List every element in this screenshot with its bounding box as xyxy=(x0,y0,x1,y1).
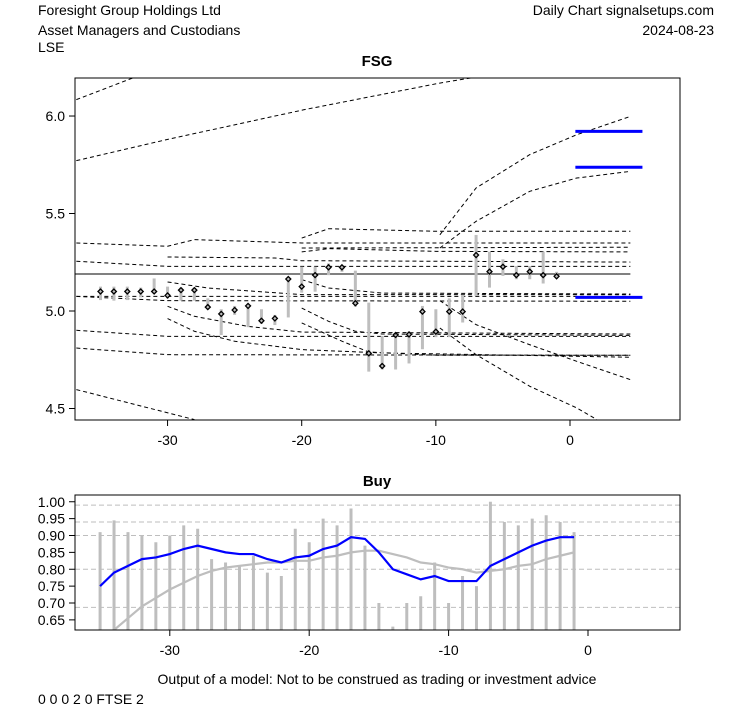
close-marker xyxy=(338,263,346,271)
close-marker xyxy=(499,263,507,271)
price-plot-area xyxy=(75,78,643,420)
price-y-tick-label: 5.0 xyxy=(46,303,66,319)
close-marker xyxy=(137,288,145,295)
buy-y-tick-label: 0.90 xyxy=(38,528,65,544)
close-marker xyxy=(97,288,104,295)
projection-dashed-line xyxy=(439,170,631,249)
close-marker xyxy=(217,310,225,318)
projection-dashed-line xyxy=(301,228,631,239)
close-marker xyxy=(298,283,306,291)
buy-x-tick-label: -20 xyxy=(299,642,319,658)
close-marker xyxy=(472,251,480,259)
buy-y-tick-label: 1.00 xyxy=(38,494,65,510)
index-codes: 0 0 0 2 0 FTSE 2 xyxy=(38,691,144,707)
projection-dashed-line xyxy=(167,281,631,296)
projection-dashed-line xyxy=(76,78,471,162)
buy-y-tick-label: 0.95 xyxy=(38,511,65,527)
close-marker xyxy=(392,331,400,339)
price-plot-frame xyxy=(74,77,681,421)
close-marker xyxy=(258,317,265,325)
close-marker xyxy=(244,302,252,310)
close-marker xyxy=(204,303,212,311)
projection-dashed-line xyxy=(76,329,631,337)
close-marker xyxy=(526,268,534,276)
buy-x-tick-label: -30 xyxy=(160,642,180,658)
projection-dashed-line xyxy=(167,318,631,358)
projection-dashed-line xyxy=(301,279,631,295)
close-marker xyxy=(445,308,453,316)
projection-dashed-line xyxy=(301,246,631,249)
projection-dashed-line xyxy=(76,295,631,302)
close-marker xyxy=(553,272,561,280)
price-y-tick-label: 5.5 xyxy=(46,206,66,222)
projection-dashed-line xyxy=(439,327,598,420)
price-y-tick-label: 4.5 xyxy=(46,400,66,416)
price-y-tick-label: 6.0 xyxy=(46,108,66,124)
close-marker xyxy=(150,288,158,295)
disclaimer: Output of a model: Not to be construed a… xyxy=(158,671,597,687)
buy-y-tick-label: 0.70 xyxy=(38,595,65,611)
projection-dashed-line xyxy=(301,307,631,336)
projection-dashed-line xyxy=(439,115,631,236)
close-marker xyxy=(351,299,359,307)
close-marker xyxy=(459,308,467,316)
close-marker xyxy=(486,268,493,276)
close-marker xyxy=(419,308,426,316)
close-marker xyxy=(432,328,440,336)
buy-chart: -30 -20 -10 0 0.650.700.750.800.850.900.951.… xyxy=(38,494,681,658)
projection-dashed-line xyxy=(76,78,133,101)
date-label: 2024-08-23 xyxy=(642,22,714,38)
price-chart-title: FSG xyxy=(362,53,393,70)
close-marker xyxy=(177,286,185,294)
price-chart: -30 -20 -10 0 4.5 5.0 5.5 6.0 xyxy=(46,77,681,448)
buy-plot-area xyxy=(75,501,680,630)
buy-x-tick-label: -10 xyxy=(438,642,458,658)
close-marker xyxy=(231,306,239,314)
buy-y-tick-label: 0.65 xyxy=(38,612,65,628)
buy-y-tick-label: 0.85 xyxy=(38,544,65,560)
projection-dashed-line xyxy=(76,239,631,247)
close-marker xyxy=(539,271,547,279)
projection-dashed-line xyxy=(301,248,631,253)
close-marker xyxy=(405,330,413,338)
projection-dashed-line xyxy=(76,389,195,420)
close-marker xyxy=(311,271,319,279)
buy-plot-frame xyxy=(74,494,681,631)
buy-y-tick-label: 0.75 xyxy=(38,578,65,594)
close-marker xyxy=(190,286,198,294)
projection-dashed-line xyxy=(439,300,631,381)
projection-dashed-line xyxy=(167,256,631,263)
buy-slow-line xyxy=(112,549,575,630)
projection-dashed-line xyxy=(301,322,631,356)
close-marker xyxy=(512,271,520,279)
close-marker xyxy=(284,275,292,283)
close-marker xyxy=(365,349,373,357)
projection-dashed-line xyxy=(167,305,631,335)
price-x-tick-label: -20 xyxy=(292,432,312,448)
buy-x-tick-label: 0 xyxy=(584,642,592,658)
source-label: Daily Chart signalsetups.com xyxy=(533,2,714,18)
close-marker xyxy=(110,288,118,295)
price-x-tick-label: -10 xyxy=(426,432,446,448)
close-marker xyxy=(123,288,131,295)
buy-chart-title: Buy xyxy=(363,473,392,490)
buy-y-tick-label: 0.80 xyxy=(38,561,65,577)
price-x-tick-label: 0 xyxy=(566,432,574,448)
close-marker xyxy=(325,263,332,271)
close-marker xyxy=(378,362,386,370)
exchange-label: LSE xyxy=(38,39,64,55)
company-name: Foresight Group Holdings Ltd xyxy=(38,2,221,18)
buy-fast-line xyxy=(99,536,575,587)
price-x-tick-label: -30 xyxy=(157,432,177,448)
sector-label: Asset Managers and Custodians xyxy=(38,22,240,38)
close-marker xyxy=(164,291,171,299)
close-marker xyxy=(271,314,279,322)
